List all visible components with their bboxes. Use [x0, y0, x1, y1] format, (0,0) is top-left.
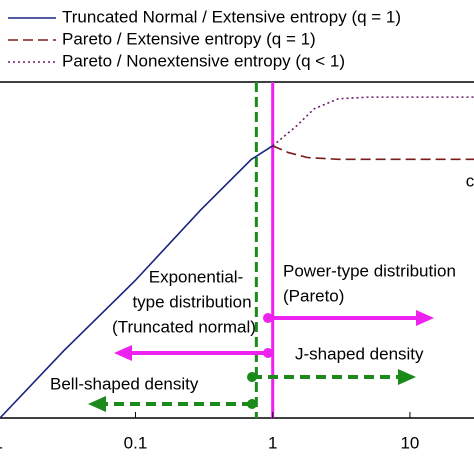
line	[0, 145, 274, 419]
x-tick-label: 1	[268, 433, 277, 452]
arrow-dot	[263, 348, 273, 358]
arrow-dot	[263, 313, 273, 323]
arrow-head	[398, 369, 416, 385]
arrow-dot	[247, 372, 257, 382]
legend-label: Pareto / Extensive entropy (q = 1)	[62, 29, 316, 48]
annotation: J-shaped density	[295, 344, 424, 363]
annotation: Power-type distribution	[283, 261, 456, 280]
annotation: type distribution	[132, 292, 251, 311]
line	[272, 96, 474, 147]
legend-label: Truncated Normal / Extensive entropy (q …	[62, 7, 401, 26]
arrow-dot	[247, 399, 257, 409]
x-axis-label: c	[466, 171, 474, 190]
annotation: (Pareto)	[283, 286, 344, 305]
legend-label: Pareto / Nonextensive entropy (q < 1)	[62, 51, 345, 70]
arrow-head	[416, 310, 434, 326]
arrow-head	[88, 396, 106, 412]
x-tick-label: 10	[400, 433, 419, 452]
annotation: Exponential-	[149, 267, 244, 286]
arrow-head	[114, 345, 132, 361]
x-tick-label: 0.1	[124, 433, 148, 452]
line	[272, 145, 474, 161]
annotation: (Truncated normal)	[112, 317, 256, 336]
x-tick-label: 1	[0, 433, 3, 452]
annotation: Bell-shaped density	[50, 374, 199, 393]
arrows	[88, 310, 434, 412]
